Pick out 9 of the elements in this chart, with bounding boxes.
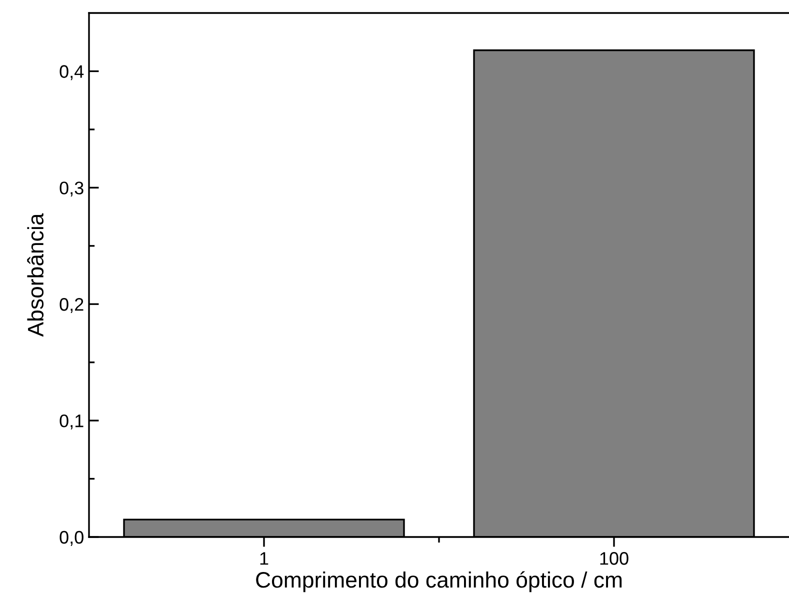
y-tick-label: 0,3 xyxy=(60,182,84,197)
y-tick-label: 0,1 xyxy=(60,414,84,430)
x-axis-title: Comprimento do caminho óptico / cm xyxy=(256,571,622,592)
x-tick-label: 100 xyxy=(600,552,628,565)
y-axis-title: Absorbância xyxy=(27,213,44,337)
x-tick-label: 1 xyxy=(260,552,268,565)
y-tick-label: 0,0 xyxy=(60,530,84,546)
y-tick-label: 0,4 xyxy=(60,65,84,80)
y-tick-label: 0,2 xyxy=(60,298,84,313)
